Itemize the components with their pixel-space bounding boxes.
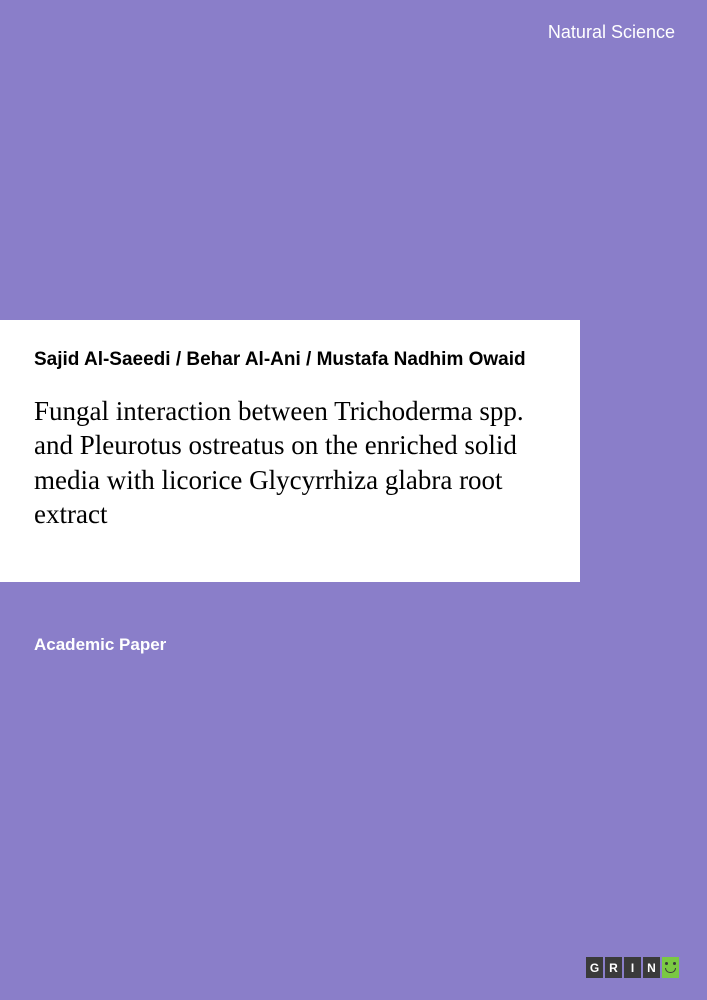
logo-letter-n: N [643,957,660,978]
title-panel: Sajid Al-Saeedi / Behar Al-Ani / Mustafa… [0,320,580,582]
logo-smile-icon [662,957,679,978]
logo-letter-r: R [605,957,622,978]
grin-logo: G R I N [586,957,679,978]
document-type-label: Academic Paper [34,635,166,655]
logo-letter-g: G [586,957,603,978]
authors-text: Sajid Al-Saeedi / Behar Al-Ani / Mustafa… [34,348,546,372]
paper-title: Fungal interaction between Trichoderma s… [34,394,546,532]
logo-letter-i: I [624,957,641,978]
category-label: Natural Science [548,22,675,43]
